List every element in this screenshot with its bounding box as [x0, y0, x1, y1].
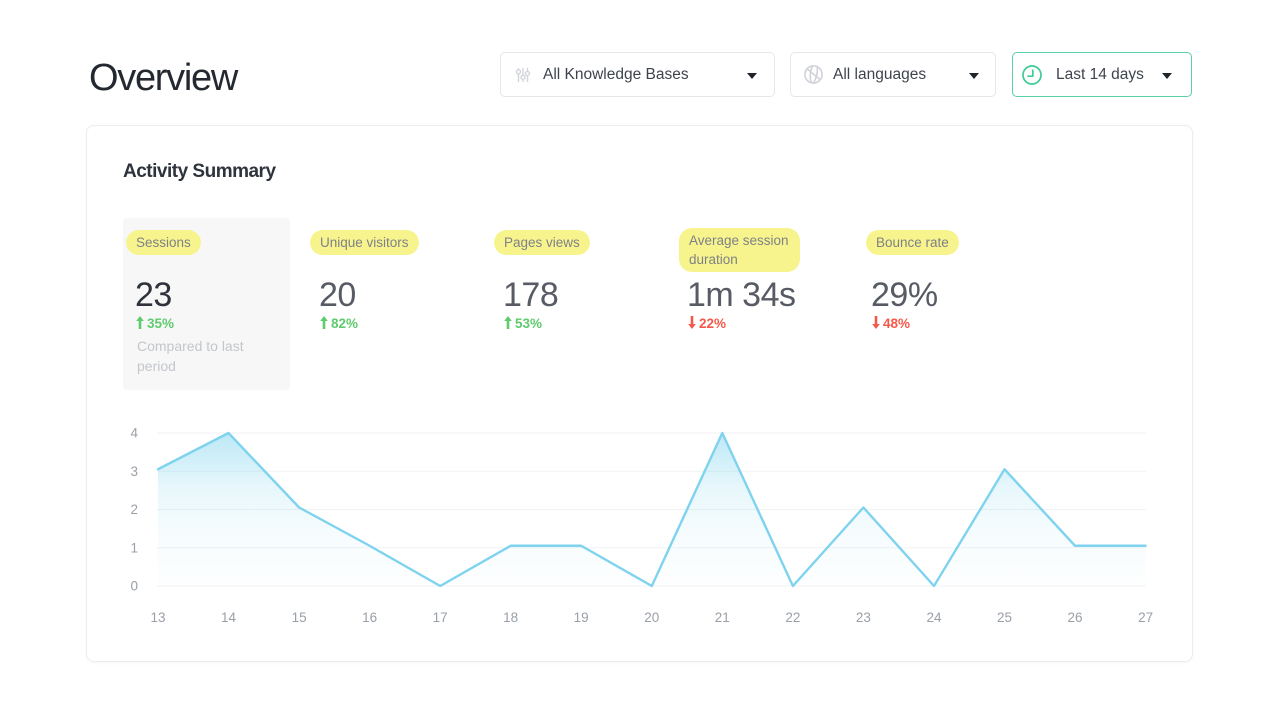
svg-text:21: 21: [715, 610, 730, 625]
svg-text:25: 25: [997, 610, 1012, 625]
svg-text:0: 0: [130, 579, 138, 594]
svg-text:23: 23: [856, 610, 871, 625]
svg-text:26: 26: [1067, 610, 1082, 625]
svg-text:3: 3: [130, 464, 138, 479]
svg-text:19: 19: [574, 610, 589, 625]
svg-text:20: 20: [644, 610, 659, 625]
svg-text:1: 1: [130, 540, 138, 555]
svg-text:27: 27: [1138, 610, 1153, 625]
svg-text:15: 15: [292, 610, 307, 625]
svg-text:18: 18: [503, 610, 518, 625]
svg-text:24: 24: [926, 610, 942, 625]
svg-text:14: 14: [221, 610, 237, 625]
svg-text:2: 2: [130, 502, 138, 517]
svg-text:4: 4: [130, 426, 138, 441]
svg-text:17: 17: [433, 610, 448, 625]
svg-text:16: 16: [362, 610, 377, 625]
svg-text:22: 22: [785, 610, 800, 625]
svg-text:13: 13: [150, 610, 165, 625]
